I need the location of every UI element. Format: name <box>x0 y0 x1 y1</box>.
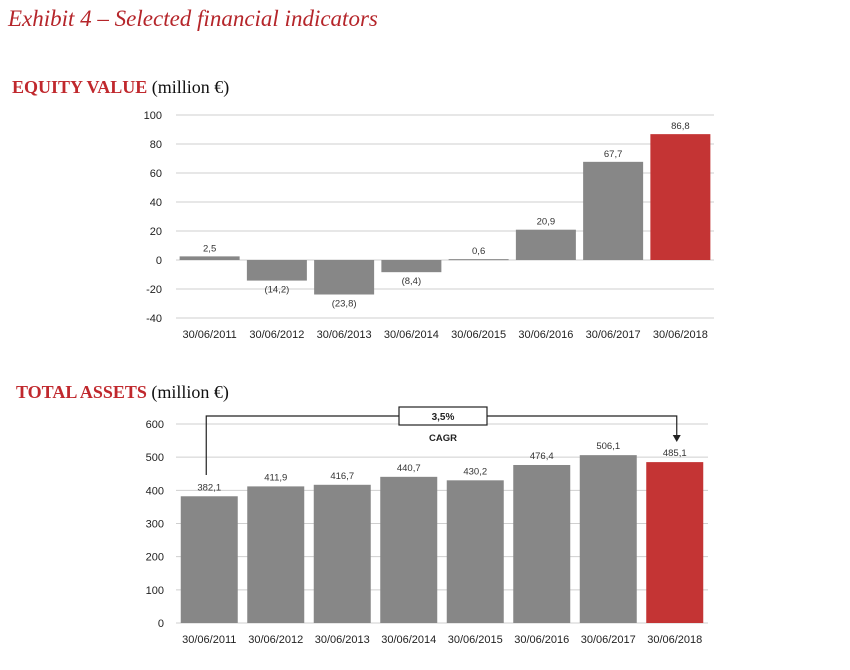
data-label: 430,2 <box>463 466 487 477</box>
x-tick-label: 30/06/2018 <box>653 329 708 341</box>
y-tick-label: 200 <box>146 552 164 564</box>
bar <box>579 455 637 623</box>
bar <box>650 134 711 260</box>
exhibit-title: Exhibit 4 – Selected financial indicator… <box>8 6 378 31</box>
y-tick-label: 400 <box>146 485 164 497</box>
y-tick-label: 20 <box>150 226 162 238</box>
x-tick-label: 30/06/2013 <box>317 329 372 341</box>
assets-title-bold: TOTAL ASSETS <box>16 382 147 402</box>
cagr-arrowhead <box>672 435 681 442</box>
assets-title-unit: (million €) <box>151 382 229 402</box>
y-tick-label: 0 <box>158 618 164 630</box>
x-tick-label: 30/06/2016 <box>514 634 569 646</box>
x-tick-label: 30/06/2017 <box>581 634 636 646</box>
data-label: 67,7 <box>604 149 623 160</box>
x-tick-label: 30/06/2014 <box>384 329 439 341</box>
x-tick-label: 30/06/2018 <box>647 634 702 646</box>
y-tick-label: 80 <box>150 139 162 151</box>
x-tick-label: 30/06/2017 <box>586 329 641 341</box>
data-label: 86,8 <box>671 121 690 132</box>
equity-title-unit: (million €) <box>151 77 230 97</box>
cagr-box <box>398 406 488 426</box>
data-label: 485,1 <box>663 448 687 459</box>
data-label: 476,4 <box>530 451 554 462</box>
data-label: 416,7 <box>330 471 354 482</box>
bar <box>513 464 571 623</box>
bar <box>448 259 509 261</box>
bar <box>446 480 504 623</box>
data-label: 0,6 <box>472 246 485 257</box>
x-tick-label: 30/06/2012 <box>249 329 304 341</box>
equity-title-bold: EQUITY VALUE <box>12 77 148 97</box>
data-label: 382,1 <box>197 482 221 493</box>
x-tick-label: 30/06/2013 <box>315 634 370 646</box>
data-label: (23,8) <box>332 299 357 310</box>
assets-section-title: TOTAL ASSETS (million €) <box>16 382 229 403</box>
y-tick-label: -40 <box>146 313 162 325</box>
bar <box>583 161 644 260</box>
y-tick-label: 60 <box>150 168 162 180</box>
x-tick-label: 30/06/2011 <box>183 329 237 341</box>
x-tick-label: 30/06/2015 <box>451 329 506 341</box>
y-tick-label: 100 <box>146 585 164 597</box>
x-tick-label: 30/06/2016 <box>518 329 573 341</box>
bar <box>313 484 371 623</box>
data-label: 411,9 <box>264 472 287 483</box>
y-tick-label: 40 <box>150 197 162 209</box>
bar <box>646 462 704 623</box>
cagr-value: 3,5% <box>432 412 455 423</box>
bar <box>380 476 438 623</box>
bar <box>180 496 238 623</box>
x-tick-label: 30/06/2014 <box>381 634 436 646</box>
data-label: (14,2) <box>264 285 289 296</box>
bar <box>246 260 307 281</box>
bar <box>314 260 375 295</box>
data-label: 20,9 <box>537 217 556 228</box>
y-tick-label: -20 <box>146 284 162 296</box>
bar <box>381 260 442 273</box>
bar <box>247 486 305 623</box>
cagr-label: CAGR <box>429 433 457 444</box>
x-tick-label: 30/06/2015 <box>448 634 503 646</box>
x-tick-label: 30/06/2012 <box>248 634 303 646</box>
data-label: (8,4) <box>402 276 422 287</box>
y-tick-label: 300 <box>146 519 164 531</box>
data-label: 506,1 <box>596 441 620 452</box>
y-tick-label: 600 <box>146 419 164 431</box>
data-label: 440,7 <box>397 463 421 474</box>
data-label: 2,5 <box>203 243 216 254</box>
y-tick-label: 100 <box>144 110 162 122</box>
bar <box>179 256 240 260</box>
y-tick-label: 0 <box>156 255 162 267</box>
x-tick-label: 30/06/2011 <box>182 634 236 646</box>
bar <box>515 229 576 260</box>
equity-section-title: EQUITY VALUE (million €) <box>12 77 229 98</box>
cagr-connector <box>205 415 678 475</box>
y-tick-label: 500 <box>146 452 164 464</box>
